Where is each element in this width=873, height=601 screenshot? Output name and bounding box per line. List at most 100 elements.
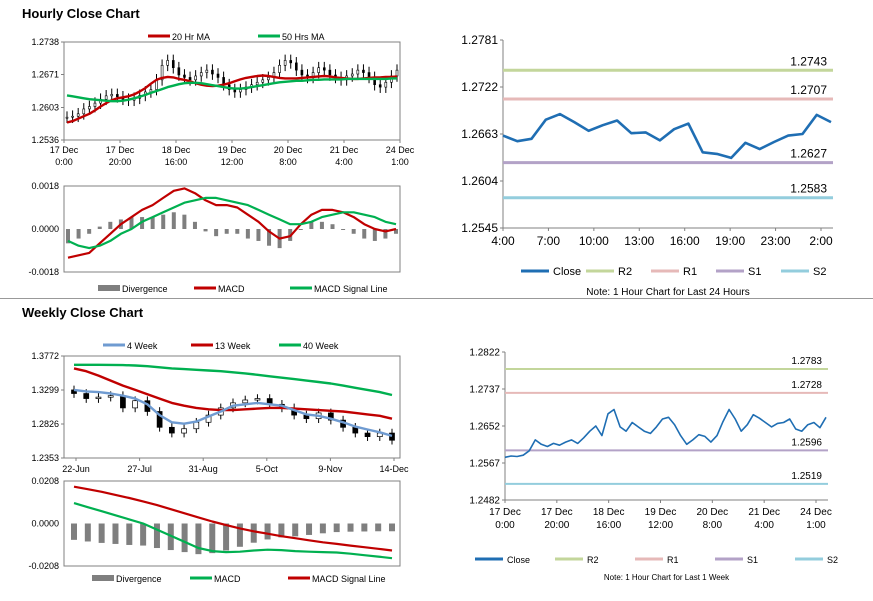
weekly-4wk-line xyxy=(73,388,393,438)
hourly-divergence-bar xyxy=(394,229,398,234)
hourly-candle-ytick-label: 1.2671 xyxy=(31,70,59,80)
weekly-candle-body xyxy=(95,396,102,399)
weekly-levels-note: Note: 1 Hour Chart for Last 1 Week xyxy=(604,573,730,582)
weekly-candle-body xyxy=(83,393,90,399)
hourly-divergence-bar xyxy=(66,229,70,244)
hourly-levels-xtick-label: 19:00 xyxy=(715,234,745,248)
weekly-levels-xtick-day: 19 Dec xyxy=(645,507,677,518)
hourly-levels-legend-label-s2: S2 xyxy=(813,266,826,278)
weekly-divergence-bar xyxy=(375,523,382,532)
legend-swatch-divergence xyxy=(92,575,114,581)
weekly-levels-legend-label-r2: R2 xyxy=(587,555,599,565)
hourly-macd-line xyxy=(67,187,397,259)
hourly-candle-body xyxy=(76,113,80,117)
hourly-candle-body xyxy=(205,69,209,73)
weekly-candle-body xyxy=(107,395,114,398)
hourly-candle-body xyxy=(93,102,97,107)
hourly-divergence-bar xyxy=(351,229,356,234)
hourly-divergence-bar xyxy=(108,221,113,229)
hourly-levels-legend-label-s1: S1 xyxy=(748,266,761,278)
weekly-macd-ytick-label: 0.0208 xyxy=(31,476,59,486)
weekly-levels-ytick-label: 1.2652 xyxy=(469,421,500,432)
hourly-divergence-bar xyxy=(171,212,176,229)
hourly-candle-body xyxy=(283,60,287,66)
weekly-divergence-bar xyxy=(236,523,243,547)
weekly-divergence-bar xyxy=(84,523,91,542)
hourly-divergence-bar xyxy=(129,217,134,229)
hourly-candle-xtick-time: 0:00 xyxy=(55,157,73,167)
weekly-candle-xtick-label: 14-Dec xyxy=(379,464,409,474)
hourly-candle-body xyxy=(328,69,332,76)
hourly-candle-body xyxy=(65,116,69,119)
hourly-candle-body xyxy=(233,89,237,93)
weekly-divergence-bar xyxy=(126,523,133,545)
hourly-divergence-bar xyxy=(309,221,314,229)
hourly-candle-body xyxy=(317,67,320,73)
legend-label-ma20: 20 Hr MA xyxy=(172,32,210,42)
hourly-candle-ytick-label: 1.2603 xyxy=(31,102,59,112)
hourly-macd-ytick-label: 0.0000 xyxy=(31,224,59,234)
hourly-candle-body xyxy=(104,95,108,100)
hourly-candle-body xyxy=(177,67,181,76)
weekly-levels-xtick-time: 8:00 xyxy=(703,520,723,531)
hourly-section-title: Hourly Close Chart xyxy=(22,6,140,21)
hourly-divergence-bar xyxy=(245,229,250,239)
hourly-divergence-bar xyxy=(341,229,346,230)
hourly-levels-ytick-label: 1.2545 xyxy=(461,221,498,235)
hourly-candle-body xyxy=(267,77,270,81)
hourly-divergence-bar xyxy=(298,229,303,230)
hourly-divergence-bar xyxy=(76,229,81,239)
hourly-candle-body xyxy=(378,84,382,88)
weekly-divergence-bar xyxy=(153,523,160,549)
weekly-divergence-bar xyxy=(140,523,147,546)
weekly-divergence-bar xyxy=(98,523,105,543)
weekly-candle-body xyxy=(254,398,261,401)
hourly-macd-ytick-label: 0.0018 xyxy=(31,181,59,191)
hourly-levels-xtick-label: 7:00 xyxy=(537,234,561,248)
weekly-levels-xtick-time: 20:00 xyxy=(544,520,569,531)
hourly-divergence-bar xyxy=(203,229,208,232)
weekly-divergence-bar xyxy=(292,523,299,537)
hourly-levels-note: Note: 1 Hour Chart for Last 24 Hours xyxy=(586,287,749,298)
hourly-levels-level-label-r1: 1.2707 xyxy=(790,83,827,97)
hourly-levels-ytick-label: 1.2722 xyxy=(461,80,498,94)
hourly-macd-plot-frame xyxy=(63,185,401,273)
hourly-candle-xtick-time: 8:00 xyxy=(279,157,297,167)
weekly-levels-close-line xyxy=(504,408,827,459)
weekly-levels-xtick-day: 20 Dec xyxy=(696,507,728,518)
weekly-divergence-bar xyxy=(250,523,257,543)
hourly-candle-body xyxy=(116,94,119,98)
hourly-candle-body xyxy=(350,73,354,77)
hourly-ma20-line xyxy=(66,74,398,124)
hourly-levels-ytick-label: 1.2781 xyxy=(461,33,498,47)
weekly-divergence-bar xyxy=(347,523,354,532)
weekly-macd-ytick-label: -0.0208 xyxy=(28,561,59,571)
weekly-candle-body xyxy=(242,399,249,404)
weekly-candle-ytick-label: 1.2826 xyxy=(31,419,59,429)
weekly-divergence-bar xyxy=(264,523,271,540)
hourly-levels-xtick-label: 23:00 xyxy=(761,234,791,248)
legend-label-week13: 13 Week xyxy=(215,341,251,351)
hourly-candle-body xyxy=(289,60,293,64)
weekly-section-title: Weekly Close Chart xyxy=(22,305,144,320)
hourly-candle-body xyxy=(82,108,86,115)
hourly-candle-body xyxy=(239,89,242,93)
hourly-divergence-bar xyxy=(161,214,166,229)
weekly-divergence-bar xyxy=(71,523,77,540)
hourly-candle-body xyxy=(322,67,326,71)
weekly-candle-body xyxy=(132,400,139,409)
weekly-levels-xtick-day: 18 Dec xyxy=(593,507,625,518)
weekly-levels-level-label-s2: 1.2519 xyxy=(791,471,822,482)
weekly-candle-xtick-label: 27-Jul xyxy=(127,464,152,474)
weekly-levels-xtick-day: 21 Dec xyxy=(748,507,780,518)
hourly-levels-ytick-label: 1.2663 xyxy=(461,127,498,141)
hourly-levels-close-line xyxy=(502,112,832,160)
hourly-levels-xtick-label: 13:00 xyxy=(624,234,654,248)
weekly-macd-line xyxy=(73,502,393,560)
legend-label-week4: 4 Week xyxy=(127,341,158,351)
hourly-candle-body xyxy=(362,69,365,73)
weekly-levels-ytick-label: 1.2737 xyxy=(469,384,500,395)
weekly-40wk-line xyxy=(74,363,393,397)
hourly-macd-ytick-label: -0.0018 xyxy=(28,267,59,277)
legend-label-macd: MACD xyxy=(218,284,245,294)
